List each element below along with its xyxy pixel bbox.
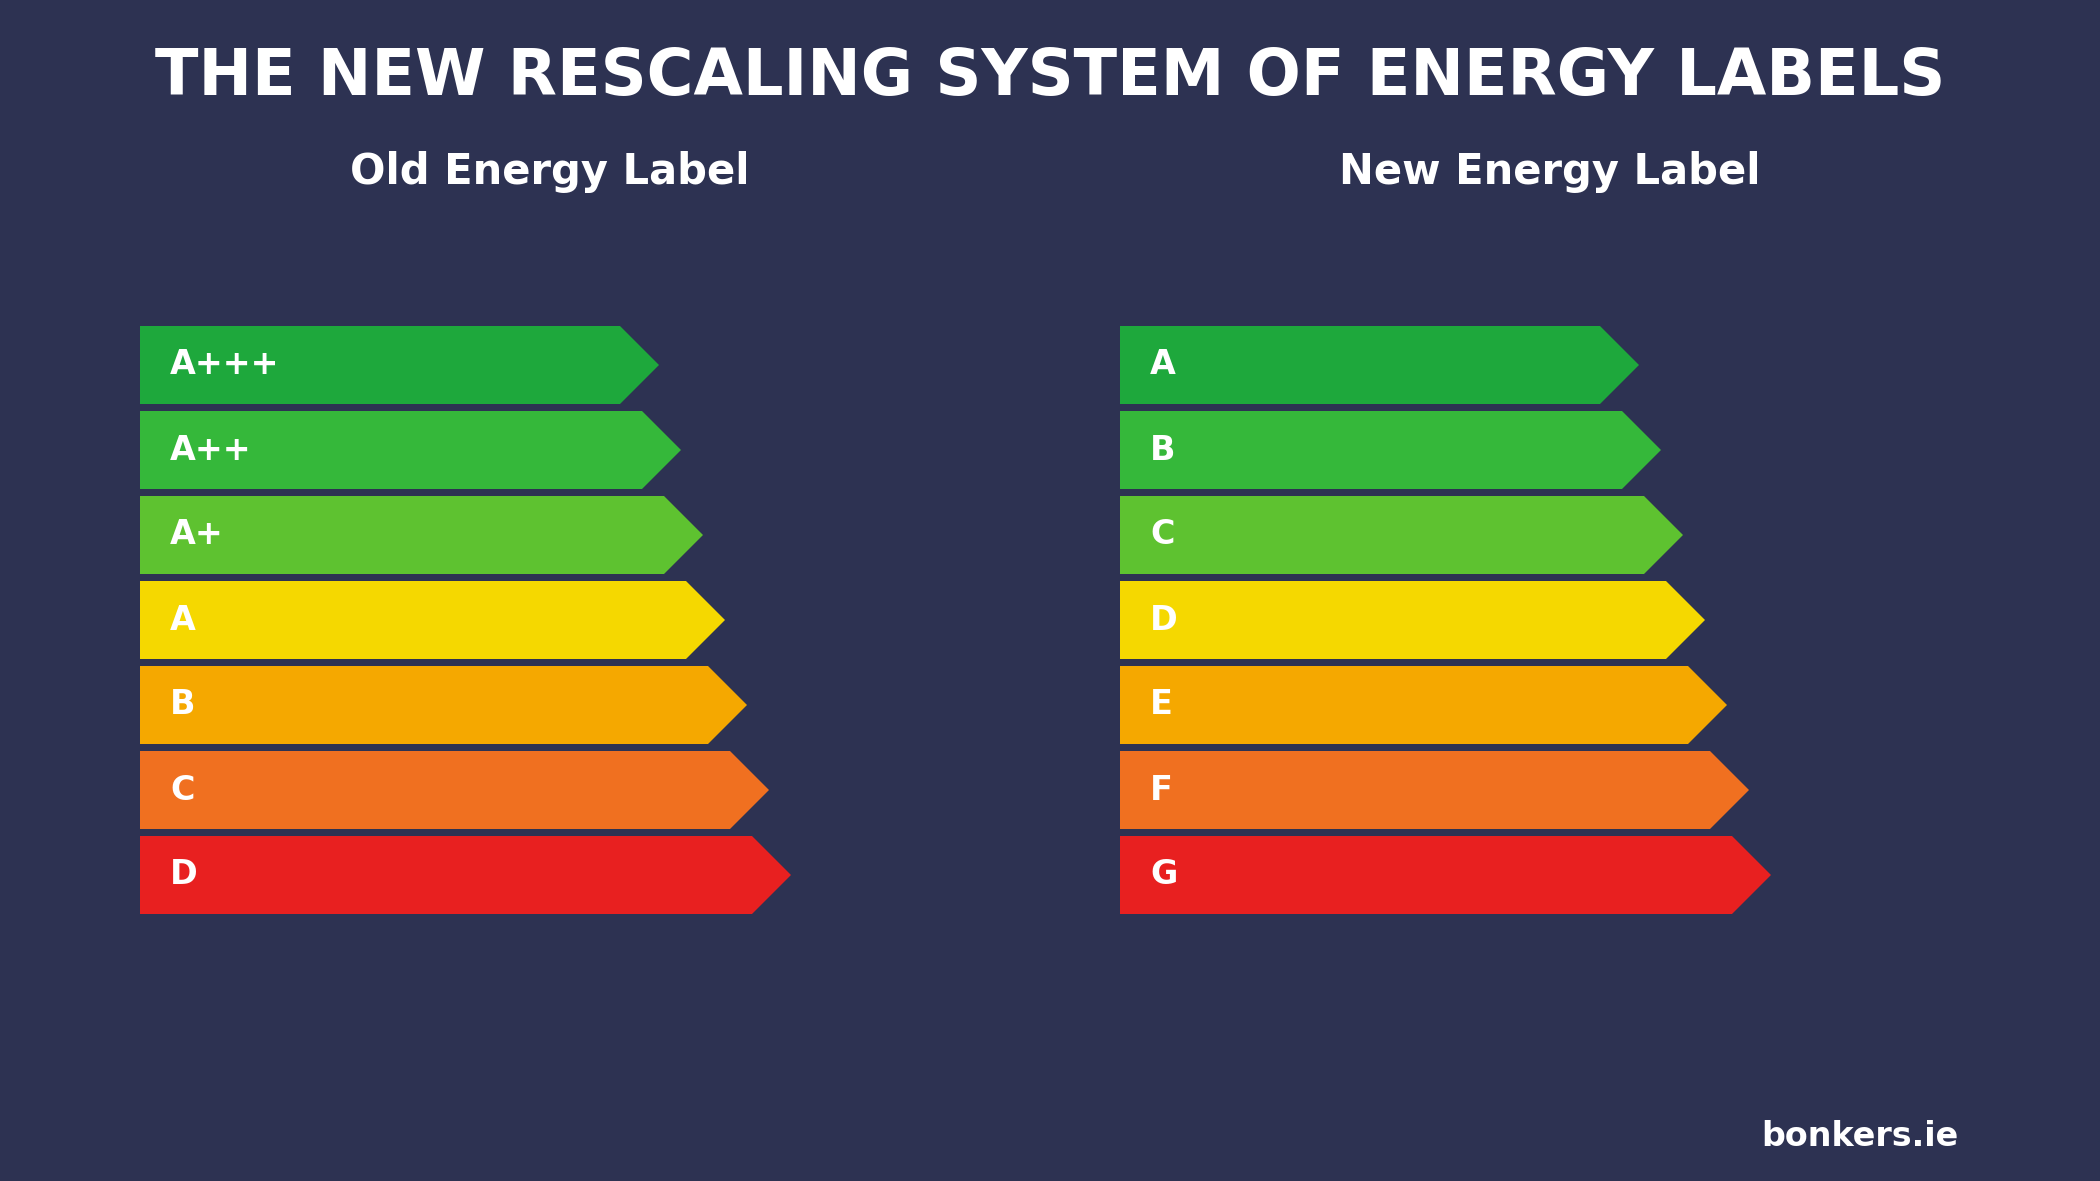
Polygon shape [1119,751,1749,829]
Polygon shape [141,581,724,659]
Polygon shape [1119,666,1726,744]
Polygon shape [141,326,659,404]
Text: A: A [170,603,195,637]
Text: A++: A++ [170,433,252,466]
Polygon shape [141,411,680,489]
Polygon shape [1119,411,1661,489]
Polygon shape [1119,836,1770,914]
Polygon shape [1119,326,1638,404]
Text: G: G [1151,859,1178,892]
Text: New Energy Label: New Energy Label [1340,151,1760,193]
Text: F: F [1151,774,1174,807]
Text: E: E [1151,689,1174,722]
Polygon shape [141,836,792,914]
Polygon shape [1119,581,1705,659]
Polygon shape [141,496,704,574]
Text: C: C [170,774,195,807]
Text: B: B [1151,433,1176,466]
Polygon shape [141,666,748,744]
Text: D: D [170,859,197,892]
Text: THE NEW RESCALING SYSTEM OF ENERGY LABELS: THE NEW RESCALING SYSTEM OF ENERGY LABEL… [155,46,1945,107]
Text: A: A [1151,348,1176,381]
Text: Old Energy Label: Old Energy Label [351,151,750,193]
Text: B: B [170,689,195,722]
Text: D: D [1151,603,1178,637]
Text: A+++: A+++ [170,348,279,381]
Text: C: C [1151,518,1174,552]
Polygon shape [1119,496,1682,574]
Text: bonkers.ie: bonkers.ie [1762,1120,1959,1153]
Text: A+: A+ [170,518,225,552]
Polygon shape [141,751,769,829]
